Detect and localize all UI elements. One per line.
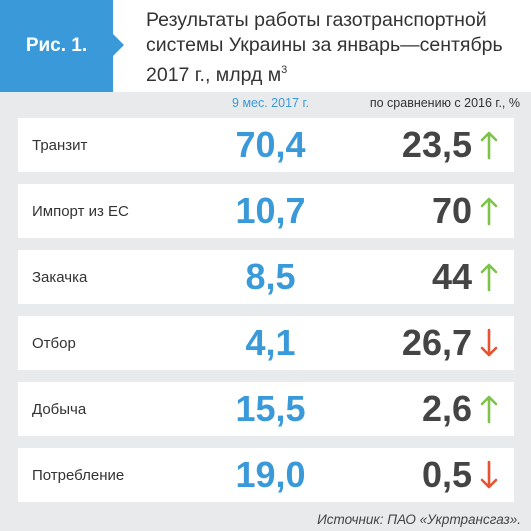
row-label: Закачка (32, 268, 88, 286)
figure-label-pointer (113, 34, 124, 56)
row-label: Импорт из ЕС (32, 202, 129, 220)
row-label: Добыча (32, 400, 87, 418)
figure-title: Результаты работы газотранспортной систе… (146, 8, 526, 88)
figure-title-text: Результаты работы газотранспортной систе… (146, 9, 503, 86)
row-change: 2,6 (421, 388, 472, 429)
row-value: 8,5 (245, 256, 296, 297)
row-value: 19,0 (235, 454, 306, 495)
arrow-up-icon (472, 118, 506, 172)
row-value: 70,4 (235, 124, 306, 165)
table-row: Транзит 70,4 23,5 (18, 118, 514, 172)
arrow-up-icon (472, 382, 506, 436)
figure-title-superscript: 3 (281, 64, 288, 76)
arrow-up-icon (472, 250, 506, 304)
source-note: Источник: ПАО «Укртрансгаз». (317, 512, 521, 527)
row-change: 44 (431, 256, 472, 297)
row-label: Потребление (32, 466, 125, 484)
row-value: 10,7 (235, 190, 306, 231)
row-label: Транзит (32, 136, 88, 154)
figure-label-box: Рис. 1. (0, 0, 113, 92)
figure-label: Рис. 1. (25, 35, 88, 56)
table-row: Отбор 4,1 26,7 (18, 316, 514, 370)
row-change: 23,5 (401, 124, 472, 165)
arrow-down-icon (472, 448, 506, 502)
row-change: 0,5 (421, 454, 472, 495)
value-column-header: 9 мес. 2017 г. (232, 96, 309, 110)
arrow-up-icon (472, 184, 506, 238)
table-row: Добыча 15,5 2,6 (18, 382, 514, 436)
arrow-down-icon (472, 316, 506, 370)
table-row: Потребление 19,0 0,5 (18, 448, 514, 502)
row-value: 4,1 (245, 322, 296, 363)
row-value: 15,5 (235, 388, 306, 429)
row-label: Отбор (32, 334, 76, 352)
row-change: 70 (431, 190, 472, 231)
table-row: Закачка 8,5 44 (18, 250, 514, 304)
change-column-header: по сравнению с 2016 г., % (369, 96, 520, 110)
table-row: Импорт из ЕС 10,7 70 (18, 184, 514, 238)
row-change: 26,7 (401, 322, 472, 363)
